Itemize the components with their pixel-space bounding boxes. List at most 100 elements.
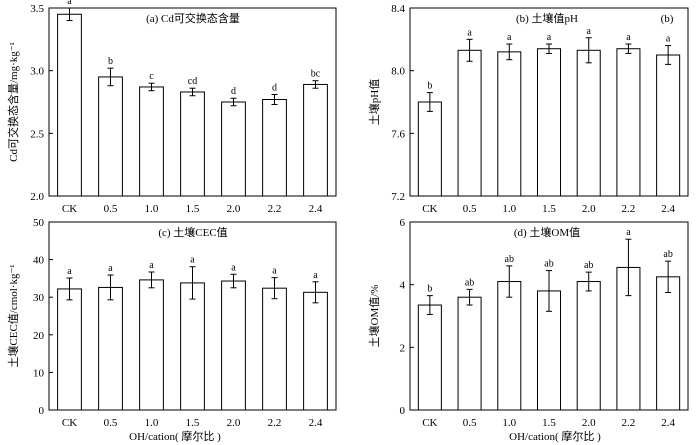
- significance-label: a: [67, 0, 72, 7]
- y-tick-label: 20: [33, 330, 45, 342]
- x-tick-label: 1.5: [542, 203, 556, 215]
- x-tick-label: 0.5: [104, 417, 118, 429]
- x-tick-label: CK: [422, 417, 437, 429]
- y-tick-label: 3.5: [30, 3, 44, 15]
- bar: [98, 286, 123, 411]
- significance-label: a: [626, 227, 631, 238]
- y-tick-label: 7.6: [391, 128, 405, 140]
- significance-label: a: [67, 266, 72, 277]
- significance-label: a: [666, 34, 671, 45]
- bar: [303, 291, 328, 411]
- y-tick-label: 7.2: [391, 191, 405, 203]
- significance-label: a: [507, 32, 512, 43]
- x-tick-label: CK: [62, 417, 77, 429]
- bar: [262, 287, 287, 411]
- y-tick-label: 2.0: [30, 191, 44, 203]
- bar: [303, 83, 328, 197]
- bar: [57, 13, 82, 197]
- bar: [656, 276, 681, 411]
- significance-label: a: [190, 255, 195, 266]
- x-axis-label-left: OH/cation( 摩尔比 ): [129, 429, 221, 443]
- x-tick-label: CK: [62, 203, 77, 215]
- y-tick-label: 6: [400, 217, 406, 229]
- bar: [497, 281, 522, 411]
- x-tick-label: 0.5: [104, 203, 118, 215]
- x-tick-label: 1.5: [186, 203, 200, 215]
- y-axis-label: Cd可交换态含量/mg·kg⁻¹: [6, 42, 20, 162]
- significance-label: bc: [311, 69, 321, 80]
- bar: [417, 101, 442, 197]
- x-tick-label: 0.5: [463, 417, 477, 429]
- significance-label: ab: [544, 259, 553, 270]
- x-tick-label: 2.0: [582, 417, 596, 429]
- panel-corner-tag: (b): [661, 13, 674, 25]
- chart-panel-3: 0 10 20 30 40 50 a CK a 0.5 a 1.0 a 1.5 a 2.0 a 2.2 a 2.4 (c…: [6, 217, 337, 429]
- x-tick-label: 1.5: [542, 417, 556, 429]
- significance-label: a: [108, 263, 113, 274]
- significance-label: a: [467, 27, 472, 38]
- panel-title: (b) 土壤值pH: [516, 11, 578, 25]
- y-tick-label: 0: [39, 405, 45, 417]
- significance-label: d: [272, 82, 277, 93]
- y-tick-label: 8.4: [391, 3, 405, 15]
- y-tick-label: 2.5: [30, 128, 44, 140]
- bar: [221, 101, 246, 197]
- x-tick-label: 0.5: [463, 203, 477, 215]
- x-tick-label: 2.0: [582, 203, 596, 215]
- panel-title: (d) 土壤OM值: [514, 225, 580, 239]
- x-tick-label: 2.2: [622, 417, 636, 429]
- x-tick-label: 2.4: [309, 203, 323, 215]
- bar: [656, 54, 681, 197]
- bar: [457, 296, 482, 411]
- chart-panel-1: 2.0 2.5 3.0 3.5 a CK b 0.5 c 1.0 cd 1.5 d 2.0 d 2.2 bc 2.…: [6, 0, 337, 215]
- significance-label: a: [231, 262, 236, 273]
- panel-title: (a) Cd可交换态含量: [146, 11, 240, 25]
- bar: [57, 288, 82, 411]
- y-axis-label: 土壤pH值: [367, 79, 381, 125]
- bar: [180, 282, 205, 411]
- y-tick-label: 3.0: [30, 66, 44, 78]
- bar: [616, 48, 641, 197]
- significance-label: a: [272, 266, 277, 277]
- bar: [98, 76, 123, 197]
- x-tick-label: 2.2: [622, 203, 636, 215]
- x-tick-label: 2.4: [309, 417, 323, 429]
- y-tick-label: 40: [33, 255, 45, 267]
- significance-label: b: [427, 81, 432, 92]
- chart-panel-4: 0 2 4 6 b CK ab 0.5 ab 1.0 ab 1.5 ab 2.0 a 2.2 ab 2.4 (d) …: [367, 217, 689, 429]
- bar: [262, 98, 287, 197]
- bar: [576, 49, 601, 197]
- x-tick-label: 1.0: [145, 417, 159, 429]
- x-tick-label: 2.2: [268, 203, 282, 215]
- significance-label: a: [586, 26, 591, 37]
- y-tick-label: 8.0: [391, 66, 405, 78]
- y-tick-label: 4: [400, 280, 406, 292]
- significance-label: ab: [584, 260, 593, 271]
- significance-label: ab: [465, 277, 474, 288]
- x-tick-label: 2.0: [227, 203, 241, 215]
- significance-label: ab: [505, 254, 514, 265]
- y-axis-label: 土壤CEC值/cmol·kg⁻¹: [6, 264, 20, 367]
- bar: [536, 48, 562, 197]
- significance-label: a: [626, 32, 631, 43]
- bar: [417, 304, 442, 411]
- significance-label: d: [231, 86, 236, 97]
- bar: [139, 279, 164, 411]
- y-tick-label: 10: [33, 367, 45, 379]
- y-tick-label: 0: [400, 405, 406, 417]
- y-tick-label: 2: [400, 342, 406, 354]
- bar: [221, 280, 246, 411]
- x-tick-label: 2.0: [227, 417, 241, 429]
- significance-label: cd: [188, 76, 197, 87]
- y-tick-label: 50: [33, 217, 45, 229]
- bar: [497, 51, 522, 197]
- significance-label: ab: [663, 249, 672, 260]
- significance-label: a: [547, 32, 552, 43]
- chart-panel-2: 7.2 7.6 8.0 8.4 b CK a 0.5 a 1.0 a 1.5 a 2.0 a 2.2 a 2.4 (…: [367, 3, 689, 215]
- x-tick-label: 2.4: [661, 203, 675, 215]
- x-tick-label: 1.5: [186, 417, 200, 429]
- significance-label: b: [108, 56, 113, 67]
- x-tick-label: 1.0: [502, 417, 516, 429]
- x-axis-label-right: OH/cation( 摩尔比 ): [509, 429, 601, 443]
- bar: [180, 91, 205, 197]
